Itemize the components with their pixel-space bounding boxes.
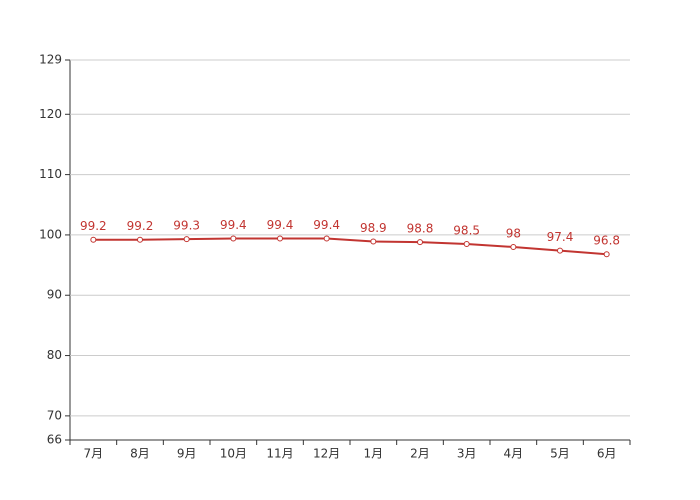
data-label: 99.3 [173,219,200,233]
data-point [463,240,470,247]
data-label: 98.5 [453,223,480,237]
y-tick-label: 120 [39,107,62,121]
y-tick-label: 70 [47,408,62,422]
x-tick-label: 3月 [457,447,477,461]
x-tick-label: 9月 [177,447,197,461]
data-point [90,236,97,243]
data-label: 99.2 [80,219,107,233]
data-label: 98.8 [407,222,434,236]
data-label: 99.2 [127,219,154,233]
data-label: 97.4 [547,230,574,244]
data-point [277,235,283,242]
data-point [417,239,423,246]
y-tick-label: 100 [39,227,62,241]
data-label: 98.9 [360,221,387,235]
y-tick-label: 80 [47,348,62,362]
x-tick-label: 4月 [504,447,524,461]
x-tick-label: 12月 [313,447,340,461]
data-label: 99.4 [220,218,247,232]
data-point [230,235,237,242]
data-point [183,236,190,243]
y-tick-label: 90 [47,288,62,302]
data-label: 96.8 [593,234,620,248]
x-tick-label: 11月 [266,447,293,461]
series-line [93,237,607,256]
y-tick-label: 129 [39,53,62,67]
y-tick-label: 66 [47,433,62,447]
data-label: 99.4 [267,218,294,232]
x-tick-label: 8月 [130,447,150,461]
data-point [137,236,143,243]
data-point [370,238,377,245]
x-tick-label: 2月 [410,447,430,461]
x-tick-label: 10月 [220,447,247,461]
data-label: 99.4 [313,218,340,232]
y-tick-label: 110 [39,167,62,181]
data-point [323,235,330,242]
data-point [557,247,563,254]
x-tick-label: 1月 [364,447,384,461]
data-label: 98 [506,226,521,240]
data-point [603,251,610,258]
data-point [510,243,517,250]
x-tick-label: 5月 [550,447,570,461]
x-tick-label: 6月 [597,447,617,461]
x-tick-label: 7月 [84,447,104,461]
